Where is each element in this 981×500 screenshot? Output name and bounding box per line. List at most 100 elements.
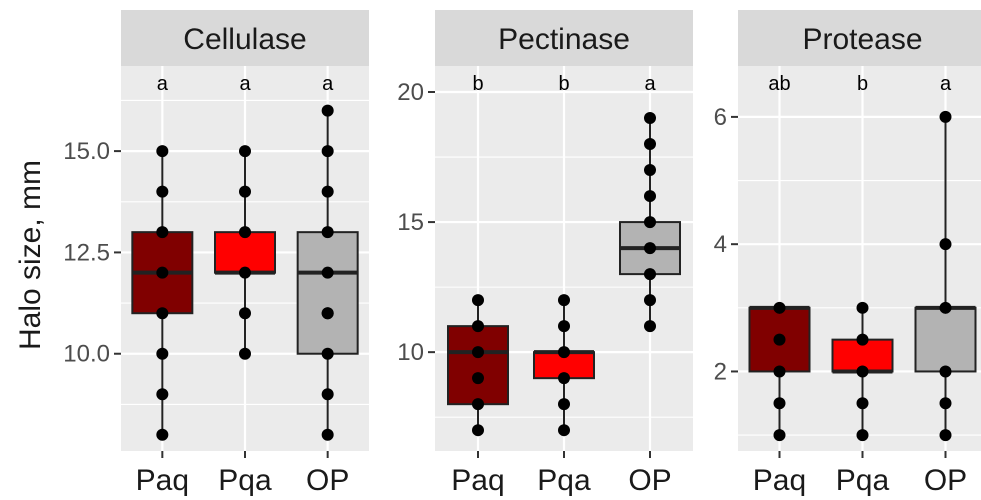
data-point: [156, 347, 169, 360]
data-point: [856, 365, 869, 378]
data-point: [321, 266, 334, 279]
data-point: [558, 346, 570, 359]
data-point: [472, 320, 484, 333]
data-point: [472, 346, 484, 359]
data-point: [558, 320, 570, 333]
data-point: [156, 307, 169, 320]
panel-cellulase: Cellulase 10.0 12.5 15.0 Paq Pqa OP a a a: [63, 10, 369, 497]
data-point: [644, 320, 656, 333]
y-tick-label: 12.5: [63, 239, 110, 266]
data-point: [239, 266, 251, 279]
data-point: [472, 372, 484, 385]
data-point: [321, 185, 334, 198]
data-point: [773, 365, 786, 378]
data-point: [239, 185, 251, 198]
data-point: [156, 145, 169, 158]
facet-strip: [121, 10, 369, 66]
data-point: [856, 429, 869, 442]
panel-pectinase: Pectinase 10 15 20 Paq Pqa OP b b a: [397, 10, 693, 497]
data-point: [644, 190, 656, 203]
box: [447, 325, 509, 406]
x-tick-label: OP: [924, 464, 967, 497]
data-point: [644, 138, 656, 151]
data-point: [321, 226, 334, 239]
data-point: [939, 397, 952, 410]
data-point: [644, 164, 656, 177]
x-tick-label: Paq: [136, 464, 189, 497]
y-tick-label: 20: [397, 79, 424, 106]
data-point: [773, 397, 786, 410]
significance-letter: a: [940, 73, 952, 95]
data-point: [939, 110, 952, 123]
data-point: [321, 428, 334, 441]
data-point: [239, 226, 251, 239]
data-point: [773, 301, 786, 314]
significance-letter: b: [558, 73, 569, 95]
data-point: [856, 397, 869, 410]
box: [914, 306, 977, 373]
data-point: [156, 266, 169, 279]
data-point: [321, 145, 334, 158]
significance-letter: ab: [768, 73, 790, 95]
facet-title: Protease: [802, 23, 922, 56]
x-tick-label: OP: [628, 464, 671, 497]
data-point: [856, 333, 869, 346]
data-point: [773, 429, 786, 442]
data-point: [644, 242, 656, 255]
data-point: [321, 347, 334, 360]
significance-letter: b: [857, 73, 868, 95]
box: [296, 231, 359, 355]
data-point: [321, 307, 334, 320]
facet-strip: [435, 10, 693, 66]
x-tick-label: Paq: [451, 464, 504, 497]
x-tick-label: OP: [306, 464, 349, 497]
significance-letter: a: [239, 73, 251, 95]
data-point: [558, 398, 570, 411]
y-tick-label: 4: [714, 231, 727, 258]
significance-letter: a: [644, 73, 656, 95]
significance-letter: a: [322, 73, 334, 95]
data-point: [856, 301, 869, 314]
data-point: [644, 268, 656, 281]
y-tick-label: 15: [397, 209, 424, 236]
data-point: [644, 112, 656, 125]
data-point: [156, 185, 169, 198]
significance-letter: b: [472, 73, 483, 95]
data-point: [472, 398, 484, 411]
data-point: [156, 428, 169, 441]
data-point: [939, 365, 952, 378]
x-tick-label: Pqa: [218, 464, 272, 497]
y-tick-label: 6: [714, 104, 727, 131]
data-point: [156, 388, 169, 401]
x-tick-label: Paq: [753, 464, 806, 497]
data-point: [644, 294, 656, 307]
y-tick-label: 10: [397, 339, 424, 366]
data-point: [773, 333, 786, 346]
facet-title: Pectinase: [498, 23, 630, 56]
significance-letter: a: [157, 73, 169, 95]
facet-strip: [738, 10, 981, 66]
data-point: [239, 347, 251, 360]
y-tick-label: 15.0: [63, 138, 110, 165]
data-point: [321, 388, 334, 401]
x-tick-label: Pqa: [537, 464, 591, 497]
data-point: [939, 429, 952, 442]
data-point: [156, 226, 169, 239]
data-point: [472, 424, 484, 437]
box: [214, 231, 276, 274]
y-tick-label: 2: [714, 358, 727, 385]
y-tick-label: 10.0: [63, 341, 110, 368]
data-point: [558, 424, 570, 437]
data-point: [239, 145, 251, 158]
data-point: [558, 294, 570, 307]
data-point: [239, 307, 251, 320]
y-axis-label: Halo size, mm: [14, 160, 47, 350]
data-point: [939, 301, 952, 314]
panel-protease: Protease 2 4 6 Paq Pqa OP ab b a: [714, 10, 981, 497]
data-point: [472, 294, 484, 307]
x-tick-label: Pqa: [836, 464, 890, 497]
data-point: [939, 238, 952, 251]
data-point: [558, 372, 570, 385]
data-point: [644, 216, 656, 229]
